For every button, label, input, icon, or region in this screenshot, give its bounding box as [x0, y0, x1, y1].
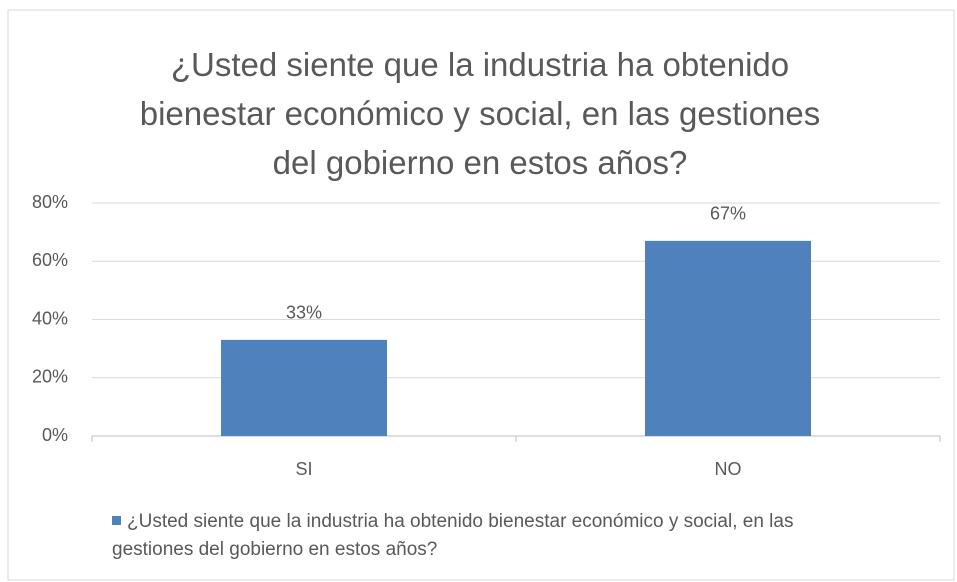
- y-tick-label: 60%: [32, 250, 68, 270]
- data-label: 67%: [710, 204, 746, 224]
- chart-title: ¿Usted siente que la industria ha obteni…: [139, 46, 821, 181]
- data-label: 33%: [286, 303, 322, 323]
- bar: [645, 240, 811, 436]
- legend-key: [112, 516, 121, 525]
- x-tick-label: NO: [715, 459, 742, 479]
- y-tick-label: 20%: [32, 367, 68, 387]
- y-tick-label: 80%: [32, 192, 68, 212]
- chart-border: [7, 9, 955, 581]
- y-tick-label: 0%: [42, 425, 68, 445]
- legend-label: ¿Usted siente que la industria ha obteni…: [112, 511, 794, 560]
- bar: [221, 339, 387, 436]
- y-tick-label: 40%: [32, 308, 68, 328]
- legend: ¿Usted siente que la industria ha obteni…: [112, 508, 832, 564]
- x-tick-label: SI: [295, 459, 312, 479]
